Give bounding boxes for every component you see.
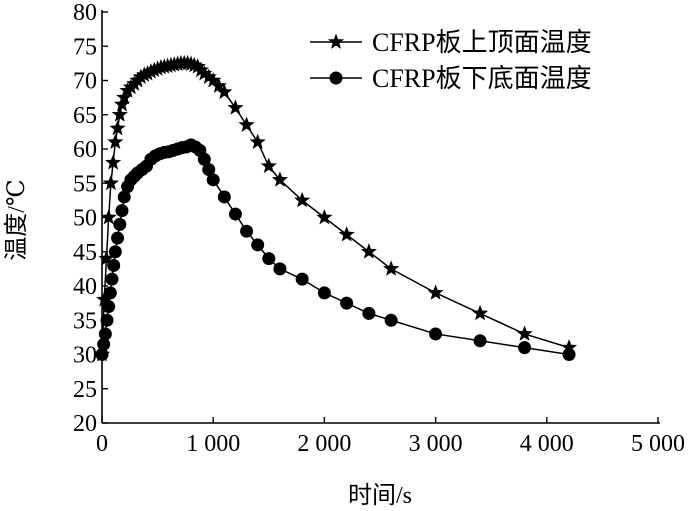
star-point (102, 174, 119, 191)
y-tick-label: 70 (73, 69, 97, 95)
star-point (96, 291, 113, 307)
star-point (383, 260, 400, 276)
star-point (196, 65, 213, 81)
y-tick-label: 55 (73, 171, 97, 197)
circle-point (340, 296, 354, 310)
circle-point (113, 217, 127, 231)
star-point (200, 68, 217, 84)
star-point (560, 339, 578, 355)
plot-area (93, 54, 578, 362)
circle-point (197, 152, 211, 166)
legend-item-2: CFRP板下底面温度 (310, 64, 592, 93)
y-tick-label: 50 (73, 206, 97, 232)
y-tick-label: 80 (73, 0, 97, 26)
star-point (294, 191, 311, 208)
y-tick-label: 45 (73, 240, 97, 266)
circle-point (102, 300, 116, 314)
y-tick-label: 65 (73, 103, 97, 129)
star-point (472, 304, 489, 321)
y-tick-label: 20 (73, 411, 97, 437)
series-line (101, 62, 570, 355)
series-line (101, 144, 570, 356)
y-tick-label: 25 (73, 377, 97, 403)
legend-label: CFRP板上顶面温度 (372, 28, 592, 57)
star-point (427, 284, 444, 300)
star-point (105, 154, 122, 170)
star-point (111, 106, 128, 122)
circle-point (562, 348, 576, 361)
circle-point (97, 337, 111, 351)
star-point (210, 77, 227, 93)
circle-point (429, 327, 443, 341)
circle-point (100, 313, 114, 327)
star-point (249, 133, 266, 150)
star-point (227, 99, 244, 115)
y-tick-label: 75 (73, 34, 97, 60)
circle-point (228, 207, 242, 221)
circle-point (206, 173, 220, 187)
circle-point (295, 272, 309, 286)
y-axis-title: 温度/℃ (3, 179, 30, 261)
y-tick-label: 35 (73, 308, 97, 334)
star-point (238, 116, 255, 132)
star-point (338, 226, 355, 242)
x-axis-title: 时间/s (348, 482, 412, 509)
star-point (516, 325, 533, 341)
star-point (116, 89, 133, 105)
circle-point (202, 163, 216, 177)
star-point (260, 157, 277, 173)
x-tick-label: 2 000 (297, 431, 351, 457)
x-tick-label: 3 000 (409, 431, 463, 457)
y-tick-label: 40 (73, 274, 97, 300)
circle-point (98, 327, 112, 341)
circle-point (105, 272, 119, 286)
circle-point (518, 341, 532, 355)
circle-point (473, 334, 487, 348)
circle-point (95, 348, 109, 361)
x-tick-label: 4 000 (520, 431, 574, 457)
x-tick-label: 1 000 (186, 431, 240, 457)
ticks: 20 25 30 35 40 45 50 55 60 65 70 75 80 0 1 000 2 000 3 0… (73, 0, 685, 457)
star-point (98, 250, 115, 266)
legend: CFRP板上顶面温度 CFRP板下底面温度 (310, 28, 592, 93)
circle-point (103, 286, 117, 300)
circle-point (384, 313, 398, 327)
circle-point (317, 286, 331, 300)
star-point (271, 171, 288, 187)
legend-item-1: CFRP板上顶面温度 (310, 28, 592, 57)
circle-point (217, 190, 231, 204)
star-point (216, 83, 233, 100)
star-point (316, 209, 333, 225)
x-tick-label: 0 (96, 431, 108, 457)
star-point (109, 119, 126, 136)
circle-point (111, 231, 125, 245)
series-1 (93, 54, 578, 362)
star-point (189, 58, 206, 74)
circle-point (273, 262, 287, 276)
legend-star-marker (327, 33, 345, 49)
circle-point (362, 306, 376, 320)
circle-point (115, 204, 129, 218)
y-tick-label: 30 (73, 343, 97, 369)
y-tick-label: 60 (73, 137, 97, 163)
circle-point (262, 252, 276, 266)
legend-circle-marker (329, 71, 343, 85)
series-2 (95, 138, 576, 361)
circle-point (108, 245, 122, 259)
circle-point (117, 190, 131, 204)
star-point (205, 72, 222, 88)
x-tick-label: 5 000 (631, 431, 685, 457)
star-point (107, 133, 124, 150)
circle-point (251, 238, 265, 252)
star-point (100, 209, 117, 225)
star-point (360, 243, 377, 259)
circle-point (107, 258, 121, 272)
star-point (192, 61, 210, 78)
circle-point (240, 224, 254, 238)
legend-label: CFRP板下底面温度 (372, 64, 592, 93)
star-point (113, 95, 131, 112)
